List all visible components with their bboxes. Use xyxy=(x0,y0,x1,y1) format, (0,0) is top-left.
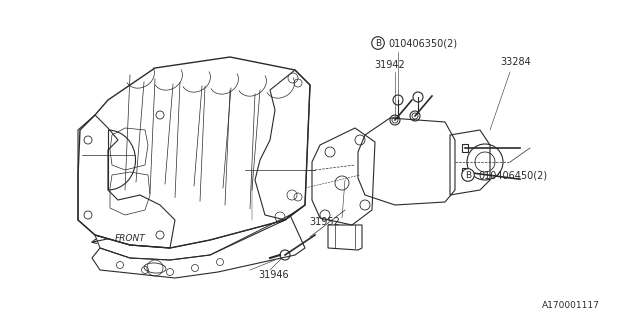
Text: B: B xyxy=(375,38,381,47)
Text: B: B xyxy=(465,171,471,180)
Text: 31952: 31952 xyxy=(309,217,340,227)
Text: 010406350(2): 010406350(2) xyxy=(388,38,457,48)
Text: FRONT: FRONT xyxy=(115,234,146,243)
Text: 31946: 31946 xyxy=(258,270,289,280)
Text: 31942: 31942 xyxy=(374,60,404,70)
Text: A170001117: A170001117 xyxy=(542,300,600,309)
Text: 33284: 33284 xyxy=(500,57,531,67)
Text: 010406450(2): 010406450(2) xyxy=(478,170,547,180)
